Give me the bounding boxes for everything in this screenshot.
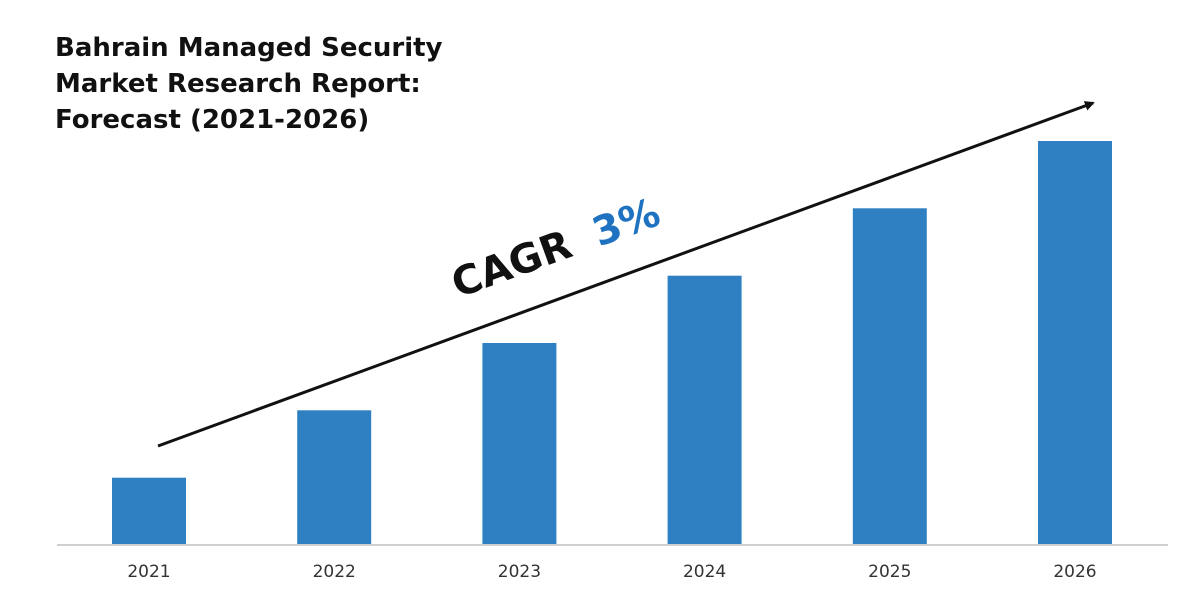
bar-2021 [112, 477, 186, 545]
x-tick-label-2026: 2026 [1053, 562, 1096, 582]
x-tick-label-2022: 2022 [313, 562, 356, 582]
cagr-annotation: CAGR 3% [446, 190, 666, 308]
trend-arrow [157, 101, 1095, 448]
x-tick-label-2024: 2024 [683, 562, 726, 582]
chart-title: Bahrain Managed Security Market Research… [55, 33, 443, 135]
x-tick-label-2025: 2025 [868, 562, 911, 582]
bar-2022 [297, 410, 372, 545]
bar-2026 [1038, 141, 1112, 545]
x-tick-label-2021: 2021 [127, 562, 170, 582]
bar-2025 [852, 208, 927, 546]
bars-group [112, 141, 1112, 546]
bar-2024 [667, 275, 742, 545]
x-tick-label-2023: 2023 [498, 562, 541, 582]
cagr-label: CAGR [446, 222, 578, 308]
bar-2023 [482, 343, 557, 545]
cagr-value: 3% [587, 190, 667, 256]
x-tick-labels: 2021 2022 2023 2024 2025 2026 [127, 562, 1096, 582]
